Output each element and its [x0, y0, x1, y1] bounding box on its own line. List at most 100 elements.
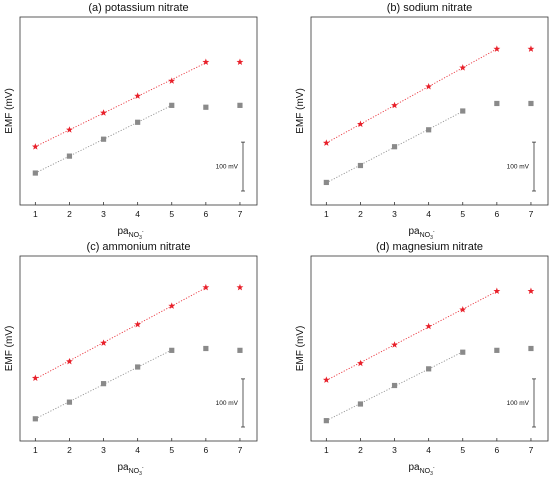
x-tick-label: 3	[101, 209, 106, 219]
chart-panel: (b) sodium nitrate EMF (mV) 1 2 3 4 5 6 7 paNO3- 1…	[295, 2, 549, 241]
data-point-square	[169, 347, 175, 353]
panel-title: (c) ammonium nitrate	[87, 241, 191, 253]
data-point-square	[66, 153, 73, 159]
x-axis-label: paNO3-	[408, 462, 434, 477]
data-point-square	[100, 136, 107, 142]
data-point-star	[236, 283, 244, 291]
x-tick-label: 7	[238, 445, 243, 455]
data-point-square	[135, 119, 141, 125]
y-axis-label: EMF (mV)	[295, 326, 306, 372]
data-point-square	[460, 349, 466, 355]
data-point-star	[527, 45, 535, 52]
x-tick-label: 1	[324, 445, 329, 455]
data-point-square	[169, 102, 175, 108]
data-point-star	[391, 341, 398, 348]
x-tick-label: 2	[358, 445, 363, 455]
data-point-star	[357, 120, 364, 128]
x-tick-label: 7	[529, 209, 534, 219]
data-point-square	[426, 366, 432, 372]
x-tick-label: 6	[203, 445, 208, 455]
panel-title: (b) sodium nitrate	[387, 2, 473, 14]
data-point-square	[357, 162, 364, 169]
x-axis-label: paNO3-	[117, 226, 143, 241]
data-point-star	[322, 376, 330, 383]
x-tick-label: 4	[135, 445, 140, 455]
data-point-square	[460, 108, 466, 114]
y-axis-label: EMF (mV)	[295, 88, 306, 134]
x-tick-label: 7	[529, 445, 534, 455]
fit-line-red	[35, 287, 207, 380]
x-tick-label: 5	[169, 209, 174, 219]
data-point-square	[494, 347, 500, 353]
data-point-square	[391, 144, 398, 150]
data-point-square	[323, 418, 329, 424]
y-axis-label: EMF (mV)	[4, 326, 15, 372]
data-point-square	[32, 170, 38, 176]
x-tick-label: 3	[392, 209, 397, 219]
data-point-star	[527, 287, 535, 295]
data-point-star	[459, 64, 467, 71]
data-point-star	[236, 58, 244, 66]
x-tick-label: 3	[101, 445, 106, 455]
data-point-star	[100, 109, 107, 116]
x-tick-label: 2	[67, 445, 72, 455]
scale-bar-label: 100 mV	[216, 400, 239, 407]
plot-frame	[19, 16, 258, 206]
fit-line-red	[326, 290, 498, 381]
data-point-star	[100, 339, 107, 346]
x-tick-label: 5	[460, 209, 465, 219]
data-point-star	[134, 320, 142, 328]
data-point-star	[425, 322, 433, 330]
data-point-star	[66, 357, 73, 365]
data-point-square	[391, 382, 398, 389]
x-tick-label: 5	[169, 445, 174, 455]
plot-frame	[19, 255, 258, 442]
data-point-star	[425, 82, 433, 90]
data-point-star	[31, 374, 39, 382]
x-axis-label: paNO3-	[408, 226, 434, 241]
x-tick-label: 1	[33, 445, 38, 455]
x-tick-label: 3	[392, 445, 397, 455]
x-tick-label: 6	[494, 445, 499, 455]
x-tick-label: 5	[460, 445, 465, 455]
data-point-square	[237, 347, 243, 353]
x-tick-label: 4	[426, 209, 431, 219]
plot-frame	[310, 255, 549, 442]
panel-title: (d) magnesium nitrate	[376, 241, 483, 253]
data-point-star	[31, 143, 39, 150]
data-point-star	[66, 126, 73, 133]
fit-line-gray	[326, 110, 463, 184]
plot-frame	[310, 16, 549, 206]
y-axis-label: EMF (mV)	[4, 88, 15, 134]
data-point-star	[134, 92, 142, 99]
data-point-square	[32, 416, 38, 422]
data-point-star	[202, 283, 210, 291]
data-point-star	[493, 287, 501, 295]
fit-line-red	[35, 62, 207, 148]
data-point-star	[493, 45, 501, 52]
x-axis-label: paNO3-	[117, 462, 143, 477]
data-point-square	[494, 100, 500, 107]
data-point-square	[323, 179, 329, 186]
panel-title: (a) potassium nitrate	[88, 2, 188, 14]
data-point-star	[322, 139, 330, 146]
data-point-square	[237, 102, 243, 108]
x-tick-label: 2	[67, 209, 72, 219]
fit-line-red	[326, 48, 498, 144]
x-tick-label: 4	[426, 445, 431, 455]
data-point-square	[100, 381, 107, 387]
data-point-star	[202, 58, 210, 66]
chart-panel: (a) potassium nitrate EMF (mV) 1 2 3 4 5 6 7 paNO…	[4, 2, 258, 241]
data-point-star	[168, 302, 176, 309]
x-tick-label: 4	[135, 209, 140, 219]
data-point-square	[357, 401, 364, 407]
chart-panel: (d) magnesium nitrate EMF (mV) 1 2 3 4 5 6 7 paNO…	[295, 241, 549, 477]
x-tick-label: 2	[358, 209, 363, 219]
data-point-star	[459, 306, 467, 313]
x-tick-label: 6	[494, 209, 499, 219]
data-point-star	[357, 359, 364, 367]
data-point-square	[203, 104, 209, 110]
scale-bar-label: 100 mV	[507, 164, 530, 171]
data-point-star	[168, 77, 176, 84]
